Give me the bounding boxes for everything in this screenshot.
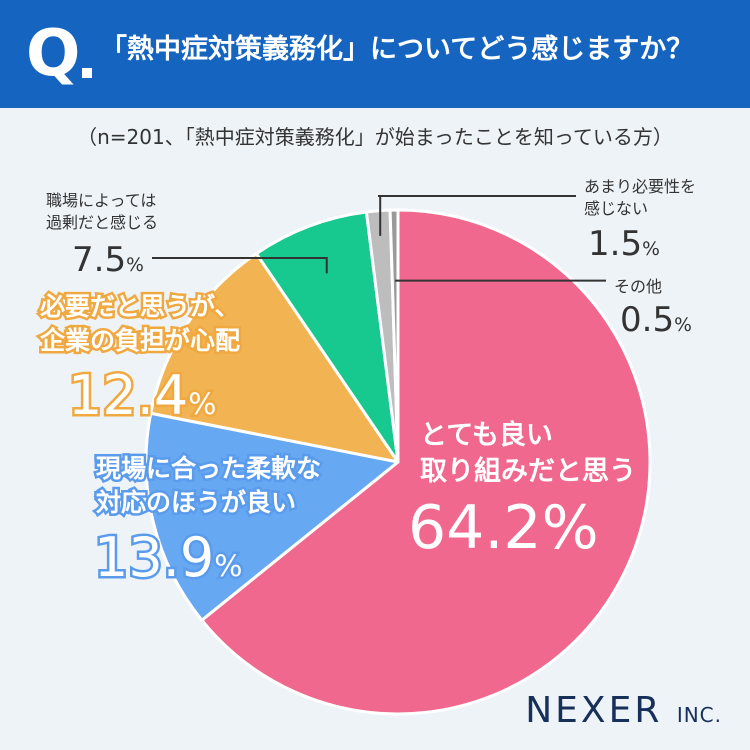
slice-label-not-necessary: あまり必要性を 感じない bbox=[584, 176, 696, 220]
slice-label-very-good: とても良い 取り組みだと思う bbox=[420, 418, 636, 490]
pie-slice-excessive bbox=[254, 210, 400, 464]
slice-label-line: 現場に合った柔軟な bbox=[93, 452, 323, 486]
slice-value-flexible: 13.9% bbox=[91, 525, 244, 590]
slice-value-very-good: 64.2% bbox=[408, 493, 599, 563]
slice-label-line: 取り組みだと思う bbox=[420, 456, 636, 487]
question-title: 「熱中症対策義務化」についてどう感じますか？ bbox=[100, 34, 694, 65]
pie-slice-very-good bbox=[200, 208, 652, 716]
q-mark: Q bbox=[26, 17, 81, 91]
slice-label-line: とても良い bbox=[420, 420, 553, 451]
slice-label-line: あまり必要性を bbox=[584, 177, 697, 196]
slice-label-flexible: 現場に合った柔軟な 対応のほうが良い bbox=[93, 452, 323, 520]
slice-label-excessive: 職場によっては 過剰だと感じる bbox=[46, 190, 158, 234]
nexer-logo: NEXER INC. bbox=[525, 690, 722, 731]
slice-label-line: 必要だと思うが、 bbox=[37, 290, 242, 324]
slice-label-other: その他 bbox=[614, 276, 662, 298]
slice-value-other: 0.5% bbox=[620, 300, 692, 340]
slice-value-not-necessary: 1.5% bbox=[588, 224, 660, 264]
q-dot-decoration bbox=[82, 68, 92, 78]
leader-line-not-necessary bbox=[378, 195, 576, 236]
slice-value-burden: 12.4% bbox=[65, 363, 218, 428]
pie-slice-other bbox=[388, 208, 400, 464]
slice-label-line: 対応のほうが良い bbox=[93, 486, 298, 520]
slice-label-line: 過剰だと感じる bbox=[46, 213, 159, 232]
slice-label-line: 感じない bbox=[584, 199, 649, 218]
slice-value-excessive: 7.5% bbox=[72, 240, 144, 280]
leader-line-excessive bbox=[152, 257, 328, 274]
pie-slice-flexible bbox=[144, 411, 400, 622]
slice-label-line: 企業の負担が心配 bbox=[37, 324, 242, 358]
slice-label-line: その他 bbox=[614, 277, 663, 296]
slice-label-line: 職場によっては bbox=[46, 191, 157, 210]
sample-note: （n=201、「熱中症対策義務化」が始まったことを知っている方） bbox=[77, 125, 673, 149]
slice-label-burden: 必要だと思うが、 企業の負担が心配 bbox=[37, 290, 242, 358]
pie-slice-burden bbox=[149, 252, 400, 464]
question-header: Q 「熱中症対策義務化」についてどう感じますか？ bbox=[0, 0, 750, 108]
